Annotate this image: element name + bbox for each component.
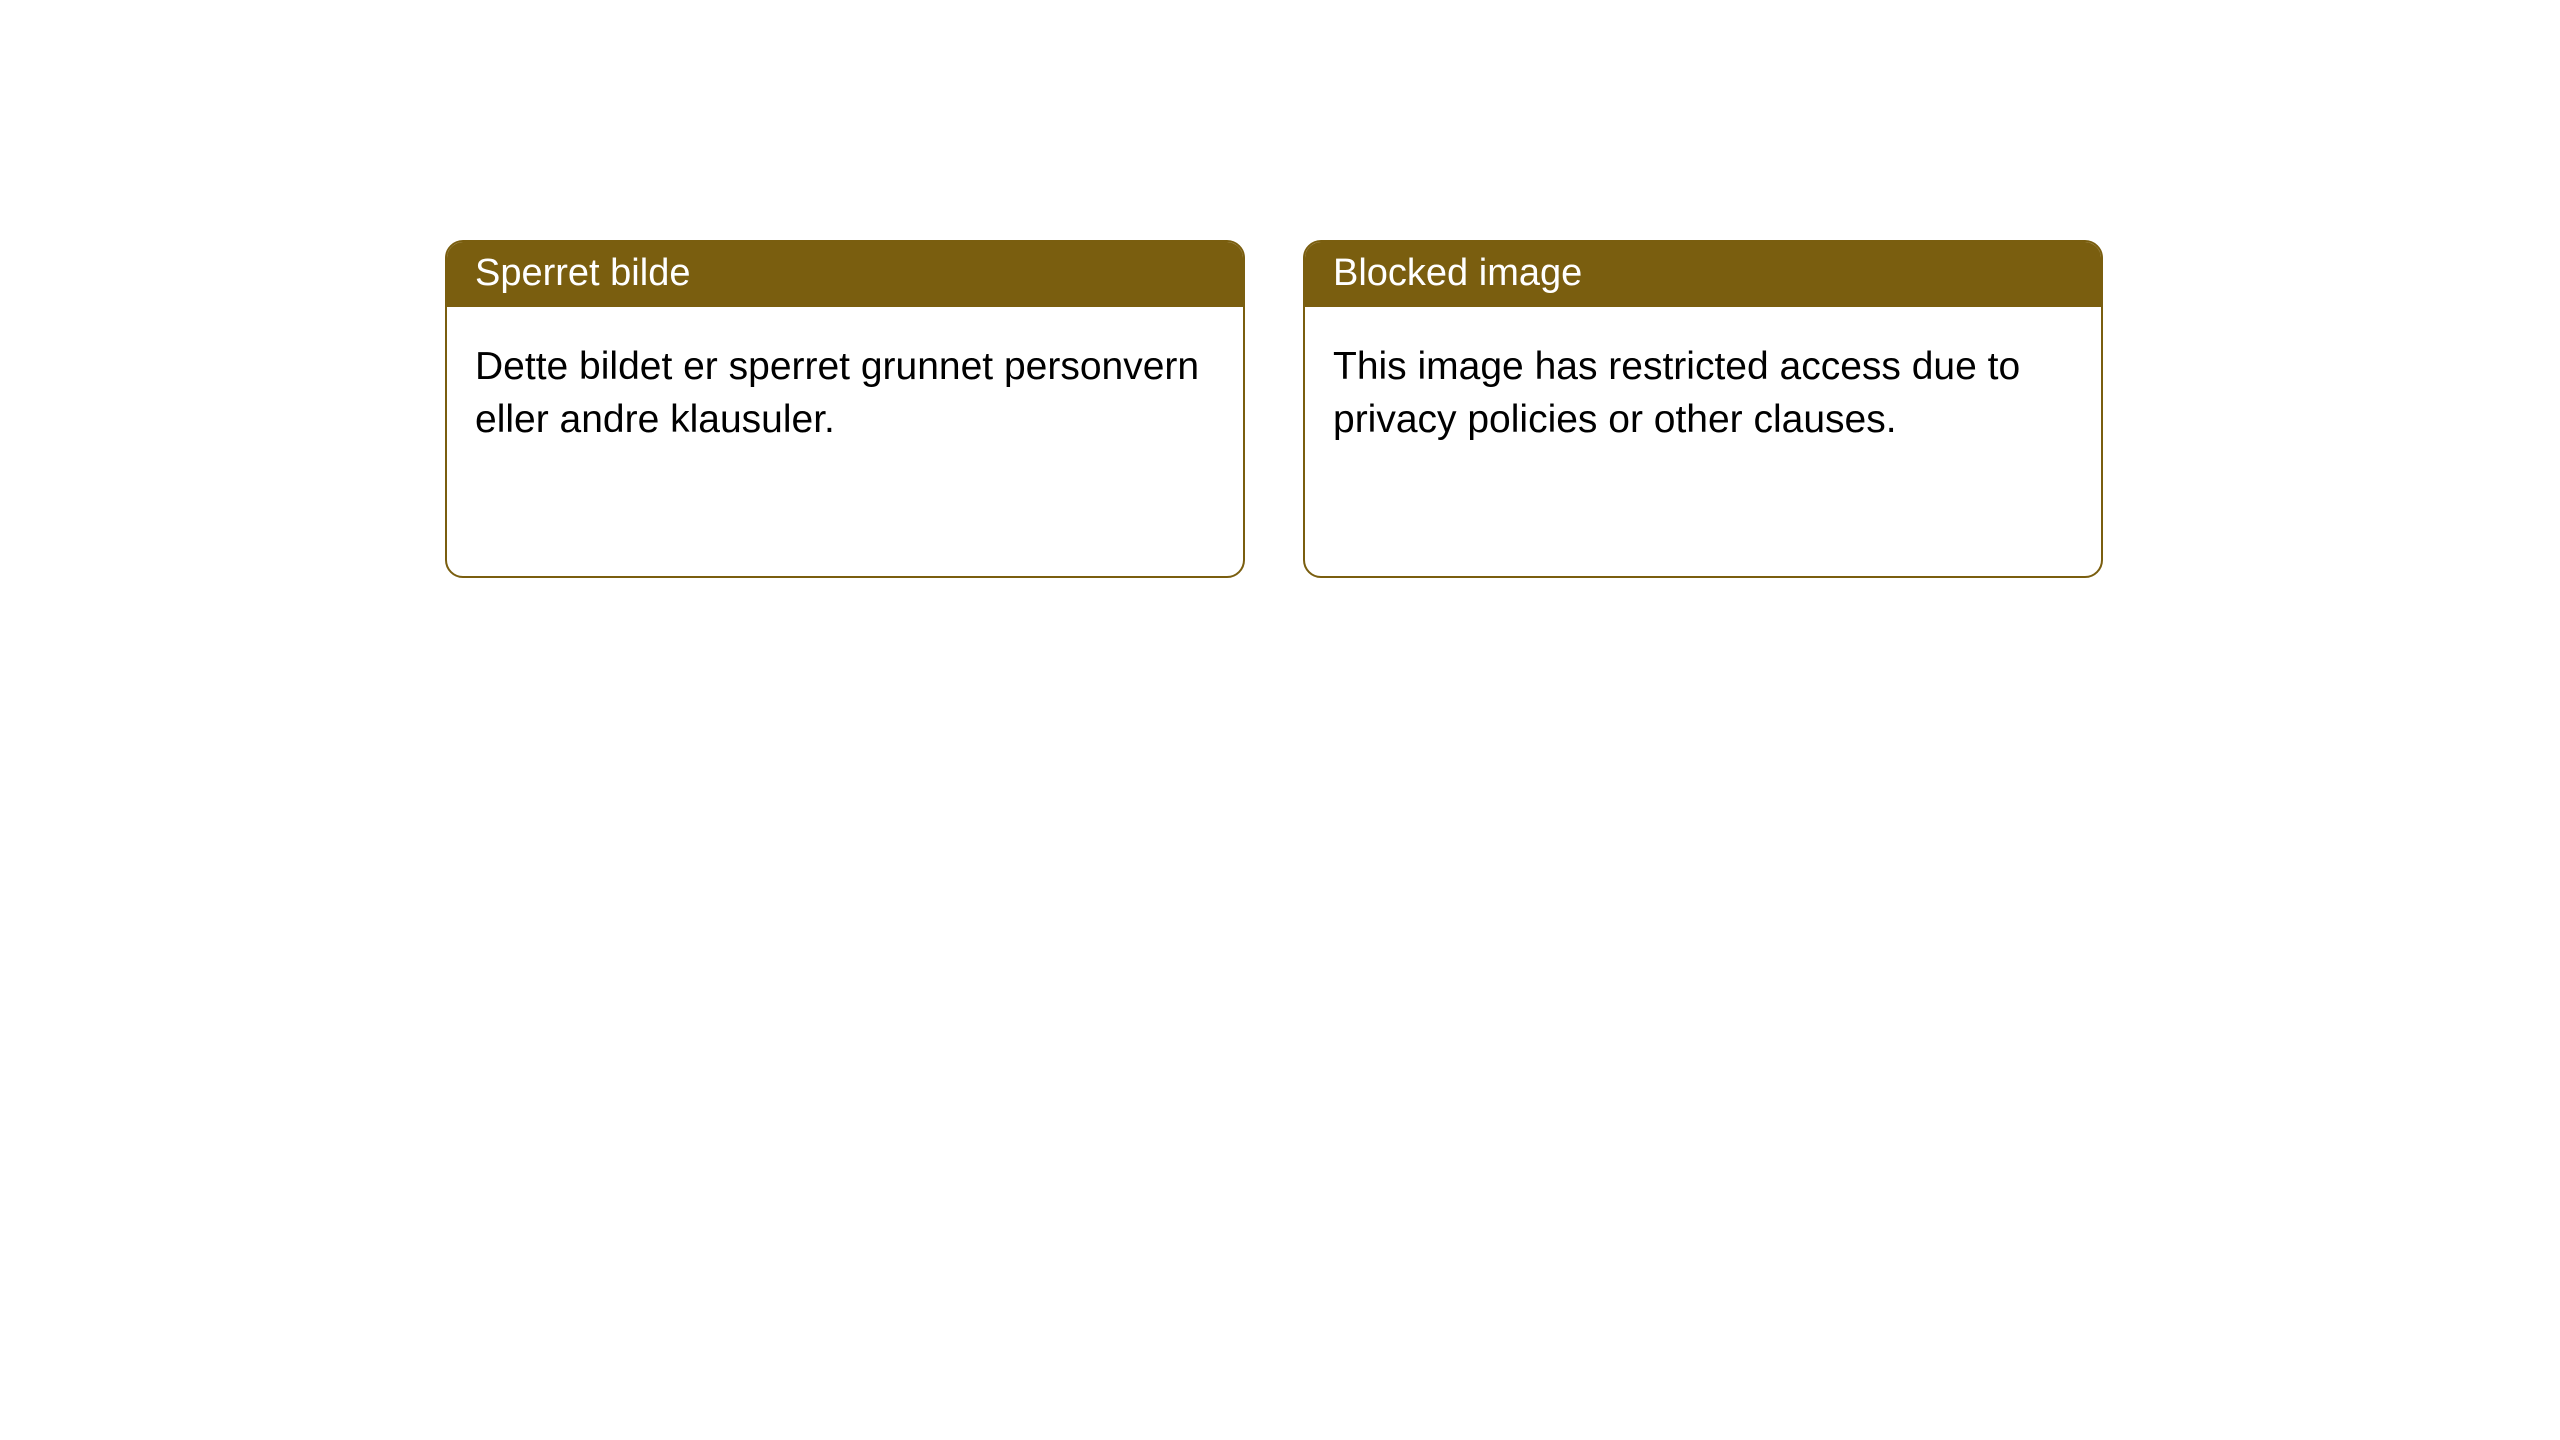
notice-card-english: Blocked image This image has restricted … (1303, 240, 2103, 578)
notice-card-norwegian: Sperret bilde Dette bildet er sperret gr… (445, 240, 1245, 578)
card-body: This image has restricted access due to … (1305, 307, 2101, 480)
card-header: Blocked image (1305, 242, 2101, 307)
card-body: Dette bildet er sperret grunnet personve… (447, 307, 1243, 480)
card-body-text: Dette bildet er sperret grunnet personve… (475, 345, 1199, 441)
card-title: Sperret bilde (475, 252, 690, 294)
card-title: Blocked image (1333, 252, 1582, 294)
card-body-text: This image has restricted access due to … (1333, 345, 2020, 441)
notice-container: Sperret bilde Dette bildet er sperret gr… (445, 240, 2103, 578)
card-header: Sperret bilde (447, 242, 1243, 307)
